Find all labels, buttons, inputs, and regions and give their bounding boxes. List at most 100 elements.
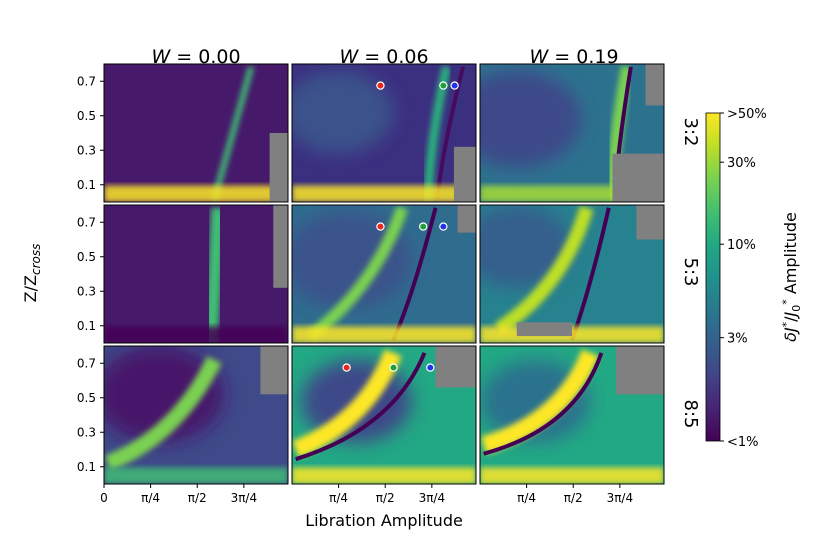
x-tick-label-c1: 3π/4 <box>231 491 258 505</box>
resonance-band-1 <box>104 356 222 471</box>
y-tick-label-r3: 0.3 <box>77 425 96 439</box>
y-tick-label-r2: 0.3 <box>77 284 96 298</box>
heatmap-panel-r1-c3 <box>480 64 664 202</box>
y-tick-label-r2: 0.5 <box>77 250 96 264</box>
masked-region-1 <box>269 133 288 202</box>
masked-region-1 <box>636 205 664 240</box>
panel-frame-r1-c2 <box>291 63 477 203</box>
masked-region-1 <box>616 346 664 395</box>
panel-blob-1 <box>292 70 394 154</box>
panel-frame-r1-c3 <box>479 63 665 203</box>
marker-r2-pt1 <box>376 222 385 231</box>
panel-frame-r2-c1 <box>103 204 289 344</box>
y-axis-label: Z/Zcross <box>21 244 43 303</box>
low-z-band <box>480 467 664 484</box>
row-label-2: 5:3 <box>680 258 701 287</box>
panel-blob-1 <box>104 346 224 443</box>
panel-background <box>104 64 288 202</box>
resonance-band-2 <box>295 352 427 462</box>
x-tick-label-c1: π/2 <box>188 491 207 505</box>
y-tick-label-r1: 0.3 <box>77 143 96 157</box>
panel-frame-r3-c1 <box>103 345 289 485</box>
panel-background <box>104 205 288 343</box>
heatmap-panel-r2-c1 <box>104 205 288 343</box>
masked-region-1 <box>645 64 664 106</box>
y-tick-label-r1: 0.1 <box>77 178 96 192</box>
low-z-band <box>104 326 288 343</box>
resonance-band-2 <box>483 352 604 456</box>
y-tick-label-r2: 0.7 <box>77 215 96 229</box>
masked-region-1 <box>435 346 476 388</box>
marker-layer <box>342 81 459 372</box>
masked-region-1 <box>260 346 288 395</box>
x-tick-label-c1: 0 <box>100 491 108 505</box>
resonance-band-1 <box>292 349 402 458</box>
x-tick-label-c3: 3π/4 <box>607 491 634 505</box>
x-tick-label-c3: π/2 <box>564 491 583 505</box>
colorbar-tick-label: 10% <box>727 238 756 253</box>
y-tick-label-r3: 0.1 <box>77 460 96 474</box>
resonance-band-1 <box>481 349 599 454</box>
row-label-1: 3:2 <box>680 118 701 147</box>
row-label-3: 8:5 <box>680 400 701 429</box>
panel-frame-r2-c3 <box>479 204 665 344</box>
colorbar-tick-label: <1% <box>727 435 759 450</box>
marker-r3-pt3 <box>426 363 435 372</box>
column-title-3: W = 0.19 <box>529 46 618 68</box>
resonance-band-1 <box>494 205 594 336</box>
masked-region-1 <box>453 146 476 202</box>
resonance-band-1 <box>211 65 255 201</box>
heatmap-panel-r1-c1 <box>104 64 288 202</box>
y-tick-label-r1: 0.7 <box>77 74 96 88</box>
panel-blob-1 <box>480 70 582 168</box>
low-z-band <box>292 467 476 484</box>
axis-ticks: 0.1 0.3 0.5 0.7 0.1 0.3 0.5 0.7 0.1 0.3 0.5 0.7 0 π/4… <box>77 74 633 505</box>
column-title-1: W = 0.00 <box>151 46 240 68</box>
panel-frame-r2-c2 <box>291 204 477 344</box>
low-z-band <box>104 467 288 484</box>
colorbar-tick-label: >50% <box>727 107 767 122</box>
marker-r1-pt2 <box>439 81 448 90</box>
panel-frame-r1-c1 <box>103 63 289 203</box>
panel-frame-r3-c3 <box>479 345 665 485</box>
column-title-2: W = 0.06 <box>339 46 428 68</box>
colorbar-ticks: >50% 30% 10% 3% <1% <box>720 107 767 450</box>
colorbar-tick-label: 30% <box>727 156 756 171</box>
marker-r3-pt1 <box>342 363 351 372</box>
x-tick-label-c2: π/4 <box>329 491 348 505</box>
heatmap-panel-r2-c3 <box>480 205 664 343</box>
panel-frames <box>103 63 665 485</box>
colorbar-gradient <box>705 112 721 442</box>
x-tick-label-c1: π/4 <box>141 491 160 505</box>
low-z-band <box>292 185 476 202</box>
x-axis-label: Libration Amplitude <box>305 511 463 530</box>
colorbar-label: δJ*/J0* Amplitude <box>780 212 803 342</box>
panel-blob-1 <box>292 211 412 309</box>
masked-region-1 <box>273 205 288 288</box>
y-tick-label-r3: 0.5 <box>77 391 96 405</box>
colorbar-tick-label: 3% <box>727 332 748 347</box>
resonance-band-1 <box>306 205 409 341</box>
masked-region-2 <box>516 322 572 337</box>
panel-frame-r3-c2 <box>291 345 477 485</box>
heatmap-panel-r3-c1 <box>104 346 288 484</box>
panel-blob-1 <box>480 205 572 288</box>
heatmap-panels <box>104 64 664 484</box>
marker-r1-pt3 <box>450 81 459 90</box>
masked-region-1 <box>457 205 476 233</box>
marker-r3-pt2 <box>389 363 398 372</box>
marker-r2-pt2 <box>418 222 428 231</box>
panel-blob-1 <box>480 359 591 443</box>
low-z-band <box>292 326 476 343</box>
masked-region-2 <box>612 153 664 202</box>
heatmap-panel-r3-c3 <box>480 346 664 484</box>
y-tick-label-r2: 0.1 <box>77 319 96 333</box>
resonance-band-1 <box>203 207 226 341</box>
y-tick-label-r3: 0.7 <box>77 356 96 370</box>
heatmap-panel-r3-c2 <box>292 346 476 484</box>
low-z-band <box>104 185 288 202</box>
y-tick-label-r1: 0.5 <box>77 109 96 123</box>
colorbar: >50% 30% 10% 3% <1% δJ*/J0* Amplitude <box>705 107 803 450</box>
x-tick-label-c2: π/2 <box>376 491 395 505</box>
